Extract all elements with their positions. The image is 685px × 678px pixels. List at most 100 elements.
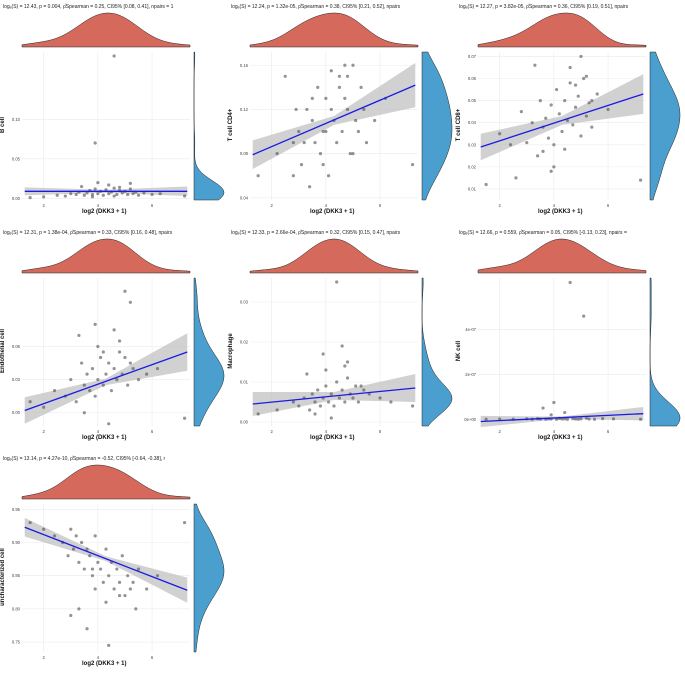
data-point	[85, 547, 89, 551]
data-point	[584, 74, 588, 78]
y-tick-label: 2e-07	[465, 372, 476, 377]
x-density-curve	[21, 464, 191, 500]
data-point	[96, 344, 100, 349]
x-axis-label: log2 (DKK3 + 1)	[538, 435, 583, 441]
data-point	[573, 105, 578, 109]
data-point	[533, 63, 537, 67]
x-tick-label: 2	[271, 203, 274, 208]
data-point	[182, 416, 187, 420]
chart-svg: 2 4 6 0.75 0.80 0.85 0.90 0.95	[12, 464, 225, 660]
data-point	[638, 178, 643, 182]
y-tick-label: 0.07	[468, 54, 477, 59]
chart-title: logₑ(S) = 12.24, p = 1.32e-05, ρ̂Spearma…	[231, 4, 401, 10]
data-point	[112, 54, 116, 58]
y-tick-label: 0.00	[12, 410, 21, 415]
data-point	[571, 123, 575, 127]
data-point	[112, 194, 116, 198]
data-point	[96, 192, 100, 196]
data-point	[364, 140, 369, 145]
x-tick-label: 2	[499, 203, 502, 208]
data-point	[606, 107, 610, 112]
data-point	[77, 607, 81, 611]
data-point	[560, 129, 564, 134]
data-point	[321, 352, 325, 356]
data-point	[563, 98, 567, 103]
x-tick-label: 4	[325, 429, 328, 434]
data-point	[321, 129, 325, 134]
data-point	[335, 380, 339, 384]
chart-svg: 2 4 6 0.00 0.03 0.06	[12, 238, 225, 434]
data-point	[90, 574, 95, 578]
data-point	[74, 400, 78, 404]
data-point	[611, 417, 616, 421]
data-point	[362, 388, 366, 392]
data-point	[601, 417, 605, 421]
data-point	[69, 527, 73, 531]
data-point	[283, 74, 287, 78]
y-tick-label: 0.02	[240, 340, 249, 345]
data-point	[112, 366, 116, 371]
chart-svg: 2 4 6 0.00 0.05 0.10	[12, 12, 225, 208]
y-tick-label: 0.05	[468, 98, 477, 103]
data-point	[155, 366, 160, 371]
data-point	[582, 76, 586, 81]
scatter-panel: logₑ(S) = 12.66, p = 0.559, ρ̂Spearman =…	[456, 226, 684, 452]
data-point	[107, 643, 111, 647]
data-point	[126, 574, 130, 578]
data-point	[337, 74, 342, 78]
data-point	[359, 85, 363, 89]
scatter-panel: logₑ(S) = 12.24, p = 1.32e-05, ρ̂Spearma…	[228, 0, 456, 226]
data-point	[145, 372, 149, 376]
data-point	[552, 400, 556, 405]
data-point	[343, 400, 347, 404]
data-point	[98, 355, 103, 360]
data-point	[93, 587, 97, 591]
data-point	[340, 388, 344, 392]
data-point	[638, 417, 643, 421]
data-point	[150, 192, 154, 197]
y-density-curve	[193, 503, 225, 653]
data-point	[291, 400, 295, 404]
data-point	[498, 132, 502, 136]
data-point	[318, 152, 323, 156]
data-point	[120, 554, 124, 558]
data-point	[329, 69, 333, 73]
data-point	[552, 143, 556, 147]
x-tick-label: 4	[553, 429, 556, 434]
data-point	[590, 125, 594, 129]
y-tick-label: 0.00	[12, 196, 21, 201]
data-point	[112, 186, 116, 190]
data-point	[158, 192, 162, 196]
data-point	[536, 154, 540, 158]
data-point	[321, 163, 325, 167]
chart-title: logₑ(S) = 12.33, p = 2.66e-04, ρ̂Spearma…	[231, 230, 401, 236]
data-point	[85, 627, 89, 631]
y-axis-label: NK cell	[456, 340, 462, 362]
y-density-curve	[421, 277, 453, 427]
data-point	[326, 174, 331, 178]
chart-svg: 2 4 6 0e+00 2e-07 4e-07	[464, 238, 681, 434]
y-density-curve	[193, 51, 225, 201]
data-point	[297, 129, 301, 134]
data-point	[345, 376, 350, 380]
data-point	[410, 163, 415, 167]
data-point	[294, 107, 298, 112]
data-point	[305, 372, 309, 376]
y-tick-label: 0.04	[468, 120, 477, 125]
data-point	[335, 280, 339, 284]
data-point	[316, 388, 320, 392]
data-point	[552, 165, 556, 169]
x-density-curve	[477, 238, 647, 274]
data-point	[324, 96, 328, 100]
data-point	[378, 396, 382, 400]
data-point	[343, 63, 347, 67]
data-point	[77, 333, 81, 338]
data-point	[389, 400, 393, 404]
data-point	[88, 389, 92, 393]
chart-svg: 2 4 6 0.01 0.02 0.03 0.04 0.05 0.06 0.07	[468, 12, 681, 208]
data-point	[80, 184, 84, 189]
data-point	[104, 188, 108, 192]
data-point	[71, 547, 76, 551]
data-point	[568, 280, 572, 285]
y-axis-label: T cell CD4+	[228, 108, 234, 142]
